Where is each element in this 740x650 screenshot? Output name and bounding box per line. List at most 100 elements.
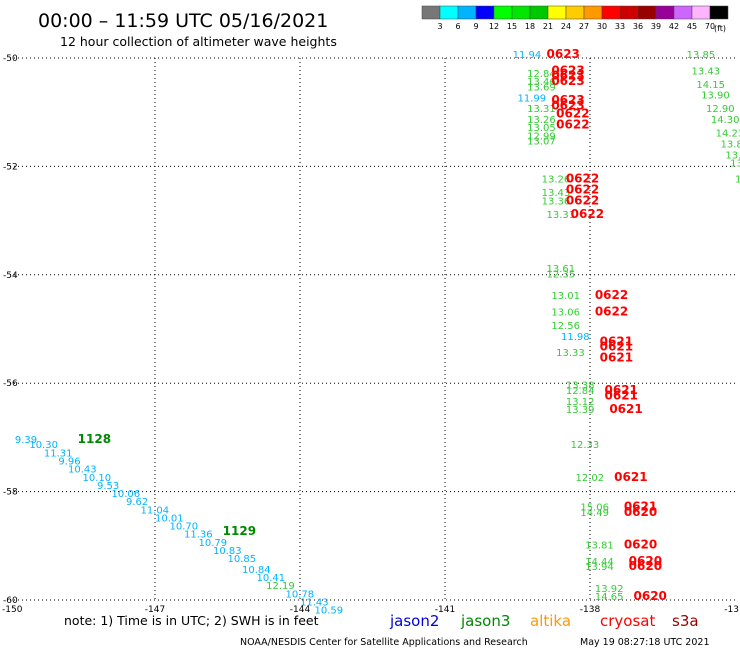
colorbar-tick: 24 [561, 22, 571, 31]
x-tick-label: -138 [580, 605, 601, 615]
colorbar-tick: 18 [525, 22, 535, 31]
wave-height-label: 13.12 [566, 397, 595, 408]
colorbar-tick: 12 [489, 22, 499, 31]
wave-height-label: 10.85 [228, 554, 257, 565]
wave-height-label: 13.85 [687, 50, 716, 61]
wave-height-label: 13.81 [721, 139, 740, 150]
wave-height-label: 14.65 [595, 592, 624, 603]
colorbar-tick: 39 [651, 22, 661, 31]
wave-height-label: 10.70 [170, 522, 199, 533]
wave-height-label: 9.62 [126, 497, 148, 508]
colorbar-swatch [583, 5, 603, 20]
x-tick-label: -147 [145, 605, 165, 615]
pass-time-label: 0621 [605, 383, 638, 397]
legend-entry-cryosat: cryosat [600, 612, 655, 630]
wave-height-label: 14.30 [711, 115, 740, 126]
axis-ticks: -50 -52 -54 -56 -58 -60-150 -147 -144 -141 -138 -1… [2, 54, 739, 615]
colorbar-swatch [493, 5, 513, 20]
pass-time-label: 0621 [624, 500, 657, 514]
wave-height-label: 13.69 [527, 83, 556, 94]
wave-height-label: 14.49 [580, 508, 609, 519]
wave-height-label: 11.99 [518, 93, 547, 104]
colorbar-swatch [529, 5, 549, 20]
colorbar-swatch [475, 5, 495, 20]
colorbar-tick: 27 [579, 22, 589, 31]
legend-entry-altika: altika [530, 612, 571, 630]
colorbar-swatch [619, 5, 639, 20]
pass-time-label: 0622 [595, 288, 628, 302]
wave-height-label: 9.53 [97, 481, 119, 492]
footer-timestamp: May 19 08:27:18 UTC 2021 [580, 637, 709, 648]
y-tick-label: -58 [3, 488, 18, 498]
wave-height-label: 14.44 [585, 557, 614, 568]
plot-grid [10, 57, 735, 601]
pass-time-label: 0622 [556, 107, 589, 121]
pass-time-label: 0622 [566, 183, 599, 197]
colorbar-unit: (ft) [714, 24, 726, 33]
colorbar-tick: 36 [633, 22, 643, 31]
wave-height-label: 13.70 [735, 175, 740, 186]
wave-height-label: 14.23 [716, 129, 740, 140]
colorbar-tick: 9 [473, 22, 478, 31]
wave-height-label: 13.36 [542, 196, 571, 207]
pass-time-label: 0623 [551, 69, 584, 83]
pass-time-label: 0620 [634, 589, 667, 603]
colorbar-tick: 30 [597, 22, 607, 31]
wave-height-label: 11.94 [513, 50, 542, 61]
wave-height-label: 13.94 [585, 562, 614, 573]
wave-height-label: 12.35 [547, 270, 576, 281]
colorbar-swatch [673, 5, 693, 20]
pass-time-label: 0620 [629, 559, 662, 573]
x-tick-label: -13 [724, 605, 739, 615]
legend-entry-jason3: jason3 [460, 612, 510, 630]
pass-time-label: 0623 [551, 93, 584, 107]
wave-height-label: 14.15 [696, 80, 725, 91]
colorbar-tick: 70 [705, 22, 715, 31]
wave-height-label: 13.81 [585, 541, 614, 552]
colorbar-swatch [511, 5, 531, 20]
pass-time-label: 0620 [624, 505, 657, 519]
wave-height-label: 10.43 [68, 465, 97, 476]
colorbar-swatch [637, 5, 657, 20]
wave-height-label: 12.84 [527, 69, 556, 80]
wave-height-label: 10.41 [257, 573, 286, 584]
colorbar-swatch [457, 5, 477, 20]
colorbar-tick: 21 [543, 22, 553, 31]
pass-time-label: 0623 [551, 63, 584, 77]
colorbar-swatch [709, 5, 729, 20]
wave-height-label: 12.02 [576, 473, 605, 484]
wave-height-label: 13.61 [547, 264, 576, 275]
wave-height-label: 13.26 [527, 115, 556, 126]
y-tick-label: -52 [3, 162, 18, 172]
pass-time-label: 0621 [609, 402, 642, 416]
pass-time-label: 0621 [614, 470, 647, 484]
x-tick-label: -150 [2, 605, 23, 615]
pass-time-label: 0621 [600, 351, 633, 365]
y-tick-label: -60 [3, 596, 18, 606]
wave-height-label: 13.43 [692, 66, 721, 77]
wave-height-label: 11.04 [141, 505, 170, 516]
pass-time-label: 0620 [629, 554, 662, 568]
colorbar-swatch [601, 5, 621, 20]
x-tick-label: -144 [290, 605, 311, 615]
wave-height-label: 13.46 [527, 77, 556, 88]
wave-height-label: 10.59 [315, 606, 344, 617]
wave-height-label: 12.33 [571, 440, 600, 451]
wave-height-label: 11.43 [300, 597, 329, 608]
wave-height-label: 9.96 [58, 457, 80, 468]
wave-height-label: 13.06 [551, 307, 580, 318]
pass-time-label: 1129 [223, 524, 256, 538]
satellite-legend: jason2 jason3 altika cryosat s3a [389, 612, 699, 630]
wave-height-label: 13.38 [566, 381, 595, 392]
data-marks: 9.3910.3011.319.9610.4310.109.5310.069.6… [15, 47, 740, 617]
wave-height-label: 12.99 [527, 131, 556, 142]
x-tick-label: -141 [435, 605, 455, 615]
wave-height-label: 10.83 [213, 546, 242, 557]
pass-time-label: 1128 [78, 432, 111, 446]
wave-height-label: 12.90 [706, 104, 735, 115]
y-tick-label: -56 [3, 379, 18, 389]
wave-height-label: 9.39 [15, 435, 37, 446]
colorbar-tick: 42 [669, 22, 679, 31]
wave-height-label: 10.06 [112, 489, 141, 500]
